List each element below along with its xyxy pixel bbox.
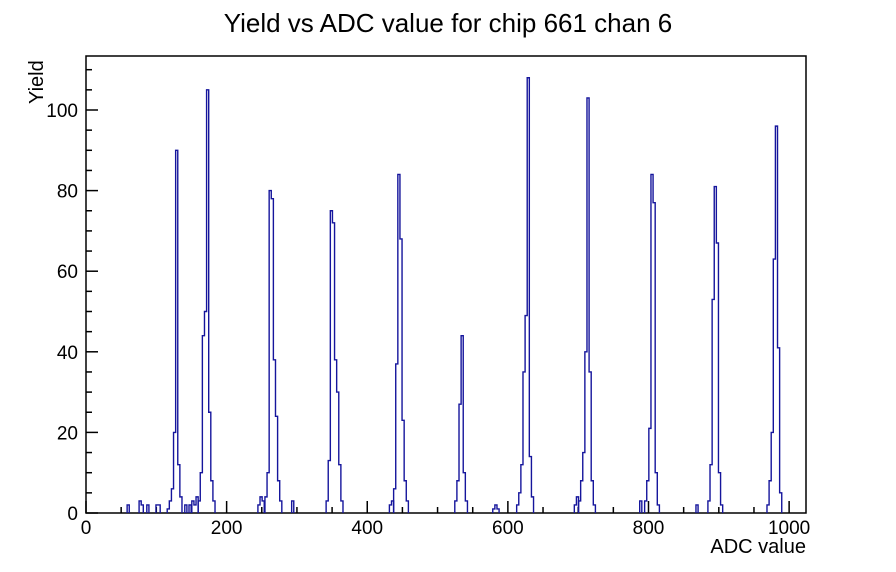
histogram-cluster <box>290 500 295 513</box>
x-axis-title: ADC value <box>710 536 806 558</box>
y-tick-label: 40 <box>57 343 78 364</box>
histogram-cluster <box>184 504 188 513</box>
histogram-cluster <box>707 185 724 513</box>
y-tick-label: 60 <box>57 262 78 283</box>
y-tick-label: 100 <box>46 101 78 122</box>
histogram-cluster <box>138 500 144 513</box>
histogram-cluster <box>264 189 283 513</box>
histogram-cluster <box>257 496 265 513</box>
histogram-cluster <box>197 89 216 513</box>
x-tick-label: 400 <box>351 518 383 539</box>
histogram-cluster <box>695 504 699 513</box>
y-tick-label: 80 <box>57 182 78 203</box>
plot-frame <box>85 55 807 514</box>
x-tick-label: 600 <box>492 518 524 539</box>
histogram-cluster <box>166 149 183 513</box>
x-tick-label: 200 <box>211 518 243 539</box>
plot-title: Yield vs ADC value for chip 661 chan 6 <box>223 8 673 38</box>
histogram-cluster <box>454 334 469 513</box>
histogram-cluster <box>492 504 500 513</box>
histogram-cluster <box>515 77 535 513</box>
histogram-cluster <box>188 504 192 513</box>
histogram-cluster <box>573 496 580 513</box>
y-tick-label: 20 <box>57 423 78 444</box>
histogram-cluster <box>392 173 410 513</box>
histogram-cluster <box>577 97 597 513</box>
y-tick-label: 0 <box>67 504 78 525</box>
histogram-cluster <box>325 210 344 513</box>
histogram-cluster <box>126 504 130 513</box>
histogram-cluster <box>643 173 661 513</box>
histogram-cluster <box>639 500 643 513</box>
x-tick-label: 1000 <box>768 518 810 539</box>
histogram-cluster <box>155 504 161 513</box>
histogram-cluster <box>766 125 783 513</box>
histogram-cluster <box>146 504 150 513</box>
x-tick-label: 800 <box>633 518 665 539</box>
histogram-cluster <box>191 496 199 513</box>
x-tick-label: 0 <box>81 518 92 539</box>
